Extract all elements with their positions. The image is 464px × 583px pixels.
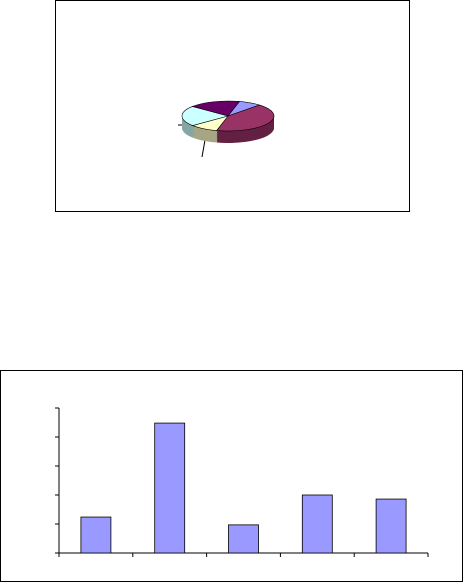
pie-slice — [181, 106, 230, 126]
bar — [228, 524, 259, 554]
bar — [301, 494, 333, 554]
pie-slice — [191, 100, 240, 117]
pie-slice — [216, 104, 275, 132]
bar — [80, 516, 112, 554]
bar — [375, 498, 407, 554]
bar — [154, 422, 186, 554]
